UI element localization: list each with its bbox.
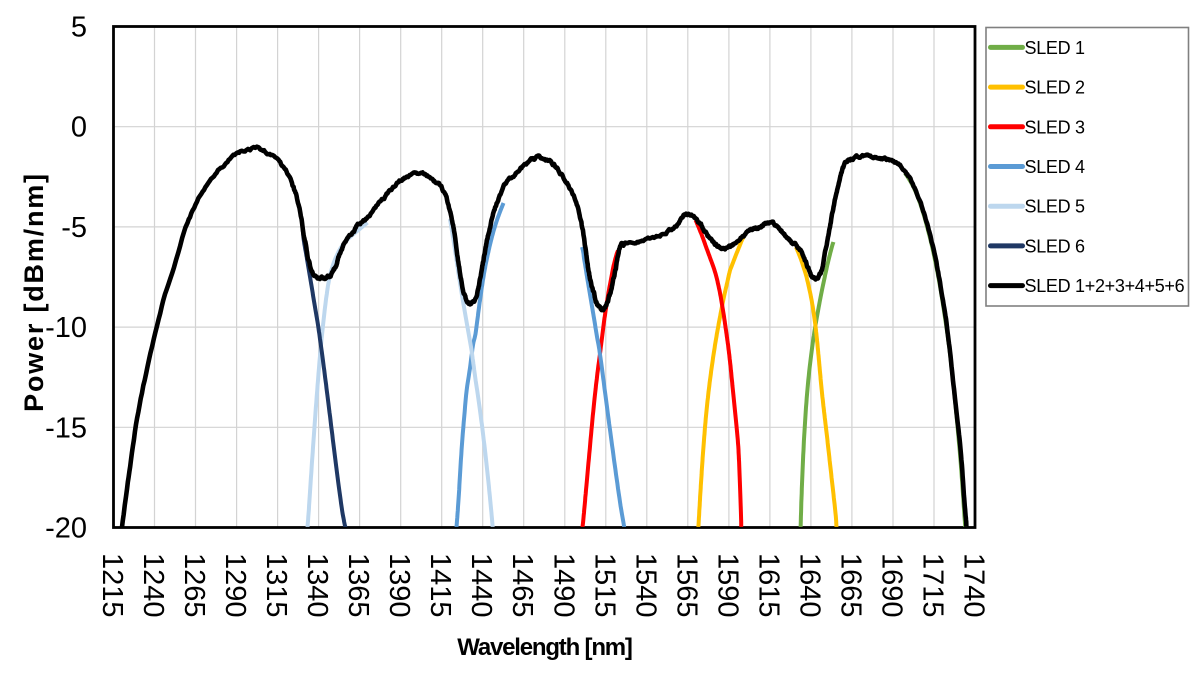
- svg-text:0: 0: [71, 112, 87, 144]
- svg-text:1615: 1615: [752, 553, 784, 618]
- svg-text:1565: 1565: [670, 553, 702, 618]
- svg-text:1490: 1490: [547, 553, 579, 618]
- svg-text:Wavelength [nm]: Wavelength [nm]: [457, 634, 632, 661]
- svg-text:1515: 1515: [588, 553, 620, 618]
- svg-text:1640: 1640: [793, 553, 825, 618]
- svg-text:SLED 5: SLED 5: [1025, 197, 1086, 217]
- svg-text:-20: -20: [45, 513, 87, 545]
- svg-text:1465: 1465: [506, 553, 538, 618]
- svg-text:1440: 1440: [465, 553, 497, 618]
- svg-text:-5: -5: [61, 212, 87, 244]
- svg-text:1340: 1340: [301, 553, 333, 618]
- svg-text:1690: 1690: [876, 553, 908, 618]
- svg-text:1390: 1390: [383, 553, 415, 618]
- svg-text:SLED 1: SLED 1: [1025, 38, 1086, 58]
- svg-text:1265: 1265: [178, 553, 210, 618]
- svg-text:1415: 1415: [424, 553, 456, 618]
- svg-text:5: 5: [71, 12, 87, 44]
- svg-text:SLED 6: SLED 6: [1025, 236, 1086, 256]
- svg-text:1665: 1665: [834, 553, 866, 618]
- svg-text:SLED 3: SLED 3: [1025, 117, 1086, 137]
- svg-text:1215: 1215: [96, 553, 128, 618]
- svg-text:SLED 4: SLED 4: [1025, 157, 1086, 177]
- svg-text:1540: 1540: [629, 553, 661, 618]
- svg-text:-15: -15: [45, 412, 87, 444]
- svg-text:-10: -10: [45, 312, 87, 344]
- svg-text:1715: 1715: [917, 553, 949, 618]
- svg-text:SLED 1+2+3+4+5+6: SLED 1+2+3+4+5+6: [1025, 276, 1185, 296]
- svg-text:1365: 1365: [342, 553, 374, 618]
- svg-text:1315: 1315: [260, 553, 292, 618]
- svg-text:1590: 1590: [711, 553, 743, 618]
- svg-text:SLED 2: SLED 2: [1025, 78, 1086, 98]
- svg-text:1240: 1240: [137, 553, 169, 618]
- svg-text:Power [dBm/nm]: Power [dBm/nm]: [19, 172, 49, 412]
- svg-text:1740: 1740: [958, 553, 990, 618]
- svg-text:1290: 1290: [219, 553, 251, 618]
